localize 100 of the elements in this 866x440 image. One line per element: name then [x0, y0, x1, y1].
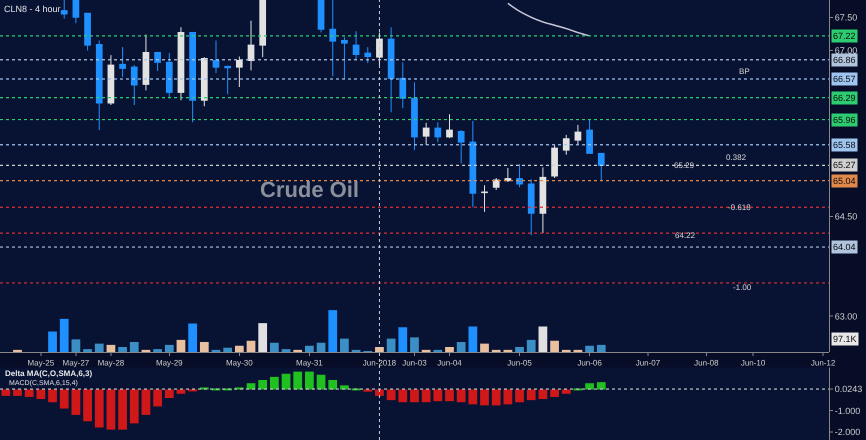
candlestick	[178, 26, 184, 101]
candlestick	[212, 40, 220, 74]
x-tick-label: Jun-04	[437, 358, 462, 368]
bar	[328, 380, 338, 390]
candlestick	[469, 120, 476, 208]
candlestick	[516, 164, 523, 188]
x-tick-label: May-28	[98, 358, 125, 368]
candlestick	[96, 40, 103, 131]
annotation: 0.382	[726, 153, 747, 162]
ref-line-label: 66.29	[833, 93, 856, 103]
annotation: -0.618	[728, 203, 752, 212]
bar	[200, 342, 209, 352]
candlestick	[259, 0, 266, 58]
bar	[246, 340, 256, 352]
bar	[83, 349, 92, 352]
candlestick	[248, 20, 254, 71]
bar	[538, 326, 548, 352]
candlestick	[458, 130, 465, 164]
ref-line-label: 65.27	[833, 160, 856, 170]
bar	[282, 374, 290, 390]
bar	[188, 324, 198, 352]
bar	[83, 390, 92, 422]
bar	[176, 340, 186, 352]
bar	[1, 390, 10, 396]
candlestick	[72, 0, 80, 24]
candlestick	[504, 168, 512, 182]
ref-line-label: 66.57	[833, 74, 856, 84]
chart-title: CLN8 - 4 hour	[4, 4, 61, 14]
ref-line-label: 65.96	[833, 115, 856, 125]
bar	[492, 390, 501, 406]
chart-title: Delta MA(C,O,SMA,6,3)	[5, 369, 92, 378]
bar	[515, 346, 524, 352]
bar	[503, 390, 512, 404]
candlestick	[528, 178, 535, 236]
candlestick	[318, 0, 324, 34]
bar	[153, 349, 162, 352]
bar	[596, 382, 606, 390]
bar	[375, 346, 384, 352]
x-tick-label: May-29	[156, 358, 184, 368]
x-tick-label: May-31	[296, 358, 324, 368]
bar	[468, 326, 478, 352]
bar	[445, 390, 454, 402]
bar	[445, 346, 454, 352]
y-tick-label: 67.00	[834, 46, 858, 56]
bar	[94, 344, 104, 352]
bar	[118, 390, 127, 430]
bar	[422, 390, 431, 402]
bar	[456, 390, 466, 402]
candlestick	[434, 122, 442, 143]
candlestick	[364, 46, 372, 64]
bar	[410, 337, 419, 352]
bar	[13, 390, 22, 396]
candlestick	[84, 12, 91, 51]
bar	[480, 390, 489, 406]
y-tick-label: 63.00	[834, 311, 858, 322]
bar	[585, 346, 594, 352]
x-tick-label: Jun-08	[694, 358, 720, 368]
annotation: -1.00	[733, 283, 752, 292]
y-tick-label: -1.000	[834, 406, 860, 416]
bar	[258, 323, 268, 352]
bar	[164, 390, 174, 398]
bar	[234, 346, 244, 352]
candlestick	[119, 46, 126, 78]
bar	[316, 374, 326, 390]
candlestick	[108, 54, 114, 106]
candlestick	[130, 64, 138, 106]
y-tick-label: -2.000	[834, 426, 860, 437]
bar	[328, 310, 338, 352]
line-series	[507, 2, 590, 37]
candlestick	[551, 144, 558, 178]
annotation: 64.22	[675, 231, 696, 240]
bar	[258, 380, 268, 390]
bar	[305, 346, 314, 352]
bar	[398, 327, 408, 352]
annotation: Crude Oil	[260, 177, 360, 202]
bar	[562, 390, 571, 394]
bar	[526, 340, 536, 352]
bar	[60, 390, 69, 409]
candlestick	[341, 36, 348, 80]
candlestick	[446, 114, 453, 139]
ref-line-label: 65.04	[833, 176, 856, 186]
ref-line-label: 67.22	[833, 31, 856, 41]
bar	[596, 344, 606, 352]
ref-line-label: 64.04	[833, 242, 856, 252]
bar	[293, 372, 302, 390]
candlestick	[352, 30, 360, 60]
bar	[48, 331, 57, 352]
candlestick	[481, 184, 488, 212]
y-tick-label: 64.50	[834, 212, 858, 222]
bar	[130, 390, 139, 424]
bar	[480, 344, 489, 352]
bar	[305, 372, 314, 390]
annotation: BP	[739, 67, 750, 76]
candlestick	[329, 0, 336, 77]
bar	[164, 344, 174, 352]
bar	[515, 390, 524, 402]
candlestick	[574, 124, 582, 145]
bar	[468, 390, 478, 404]
candlestick	[142, 34, 150, 91]
bar	[526, 390, 536, 400]
